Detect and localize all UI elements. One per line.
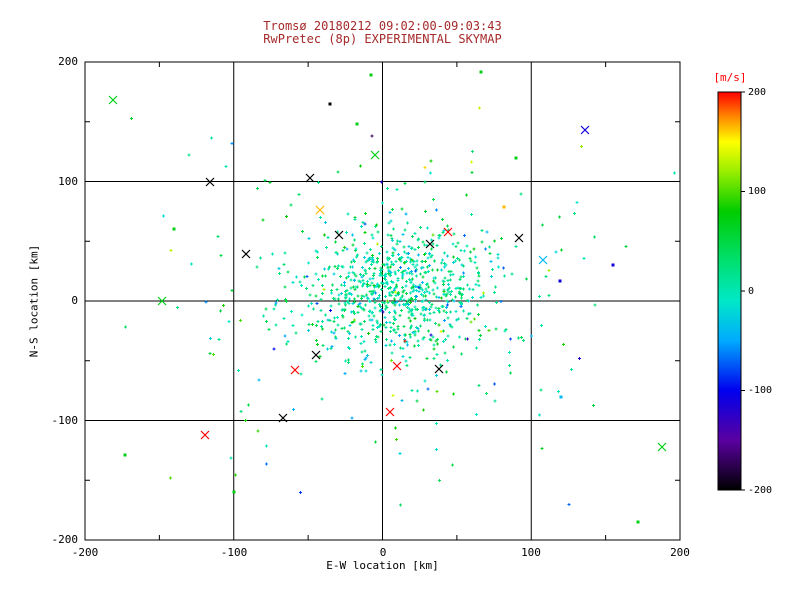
colorbar (717, 91, 742, 491)
colorbar-tick-label: -100 (748, 385, 773, 396)
colorbar-tick-label: -200 (748, 485, 773, 496)
colorbar-tick-label: 0 (748, 286, 755, 297)
x-tick-label: -200 (71, 546, 99, 559)
x-tick-label: 100 (521, 546, 541, 559)
y-tick-label: 200 (58, 55, 78, 68)
colorbar-tick-label: 200 (748, 87, 767, 98)
y-tick-label: 100 (58, 175, 78, 188)
axis-ticks (85, 62, 680, 540)
plot-border (84, 61, 681, 541)
y-axis-title: N-S location [km] (27, 244, 41, 358)
x-tick-label: -100 (220, 546, 248, 559)
data-points (108, 70, 676, 524)
y-tick-label: 0 (71, 294, 78, 307)
x-tick-label: 0 (379, 546, 387, 559)
chart-subtitle: RwPretec (8p) EXPERIMENTAL SKYMAP (263, 32, 502, 46)
colorbar-ticks (741, 91, 745, 491)
x-axis-title: E-W location [km] (326, 559, 439, 572)
chart-title: Tromsø 20180212 09:02:00-09:03:43 (263, 19, 502, 33)
y-tick-label: -100 (51, 414, 79, 427)
colorbar-tick-label: 100 (748, 186, 767, 197)
colorbar-unit-label: [m/s] (713, 71, 747, 84)
x-tick-label: 200 (670, 546, 690, 559)
y-tick-label: -200 (51, 533, 79, 546)
